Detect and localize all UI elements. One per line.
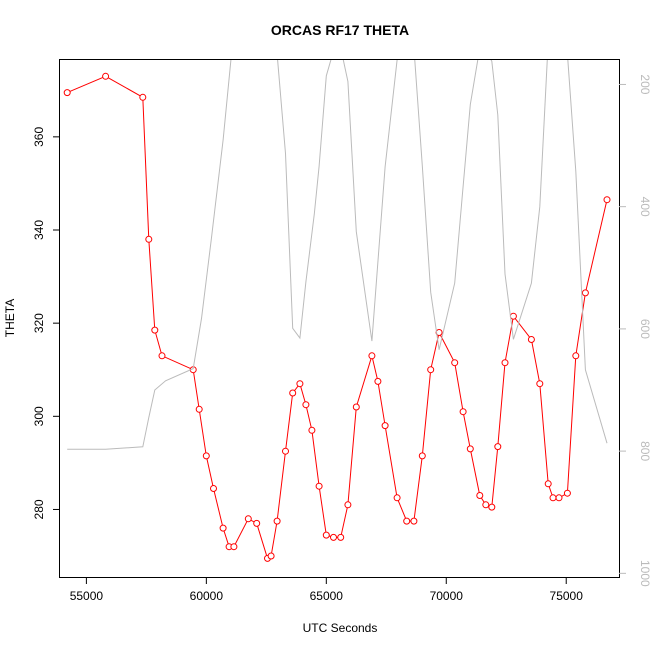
data-point xyxy=(289,389,297,397)
right-y-tick-label: 800 xyxy=(638,441,650,461)
data-point xyxy=(572,352,580,360)
data-point xyxy=(563,489,571,497)
data-point xyxy=(210,485,217,492)
data-point xyxy=(330,533,337,541)
data-point xyxy=(549,494,557,502)
right-y-tick-label: 600 xyxy=(638,319,650,339)
data-point xyxy=(219,524,227,532)
data-point xyxy=(344,501,352,509)
data-point xyxy=(544,480,552,488)
data-point xyxy=(352,403,360,411)
data-point xyxy=(527,336,535,343)
data-point xyxy=(509,312,517,320)
x-tick-label: 60000 xyxy=(190,589,224,603)
data-point xyxy=(476,492,484,499)
data-point xyxy=(302,401,310,409)
data-point xyxy=(494,443,502,451)
data-point xyxy=(501,359,509,367)
x-tick-label: 65000 xyxy=(310,589,344,603)
data-point xyxy=(368,352,376,360)
data-point xyxy=(63,89,71,97)
data-point xyxy=(308,426,316,434)
right-y-tick-label: 1000 xyxy=(638,560,650,587)
data-point xyxy=(322,531,330,539)
right-y-tick-label: 200 xyxy=(638,74,650,94)
y-tick-label: 340 xyxy=(32,220,46,240)
series-layer xyxy=(63,60,611,562)
y-tick-label: 300 xyxy=(32,406,46,426)
data-point xyxy=(267,552,275,560)
data-point xyxy=(482,501,490,509)
x-tick-label: 55000 xyxy=(70,589,104,603)
plot-frame xyxy=(59,59,620,578)
axis-ticks: 55000 60000 65000 70000 75000 280 300 320 340 360… xyxy=(32,74,650,603)
y-tick-label: 360 xyxy=(32,127,46,147)
data-point xyxy=(466,445,474,453)
data-point xyxy=(253,519,261,527)
data-point xyxy=(158,352,166,360)
data-point xyxy=(282,447,289,455)
series-line xyxy=(67,60,608,450)
right-y-tick-label: 400 xyxy=(638,197,650,217)
data-point xyxy=(393,494,401,502)
data-point xyxy=(581,289,589,297)
x-axis-label: UTC Seconds xyxy=(303,621,378,635)
data-point xyxy=(410,517,418,525)
data-point xyxy=(381,422,389,430)
data-point xyxy=(488,503,496,511)
data-point xyxy=(273,517,281,525)
series-line xyxy=(67,75,608,560)
data-point xyxy=(139,93,147,101)
data-point xyxy=(427,366,435,374)
data-point xyxy=(451,359,459,367)
data-point xyxy=(403,517,411,525)
data-point xyxy=(337,533,345,541)
data-point xyxy=(603,196,611,204)
y-tick-label: 280 xyxy=(32,499,46,519)
data-point xyxy=(418,452,426,460)
data-point xyxy=(555,494,563,502)
data-point xyxy=(202,452,210,460)
theta-series xyxy=(63,72,611,562)
y-tick-label: 320 xyxy=(32,313,46,333)
data-point xyxy=(230,543,238,551)
data-point xyxy=(536,380,544,388)
data-point xyxy=(315,482,323,490)
data-point xyxy=(102,72,110,80)
data-point xyxy=(145,235,153,243)
data-point xyxy=(296,380,304,388)
chart-title: ORCAS RF17 THETA xyxy=(271,22,409,38)
data-point xyxy=(374,377,382,385)
pressure-series xyxy=(67,60,608,450)
data-point xyxy=(459,408,467,416)
x-tick-label: 75000 xyxy=(550,589,584,603)
data-point xyxy=(195,405,203,413)
data-point xyxy=(244,515,252,523)
y-axis-label: THETA xyxy=(3,299,17,337)
x-tick-label: 70000 xyxy=(430,589,464,603)
data-point xyxy=(151,326,159,334)
